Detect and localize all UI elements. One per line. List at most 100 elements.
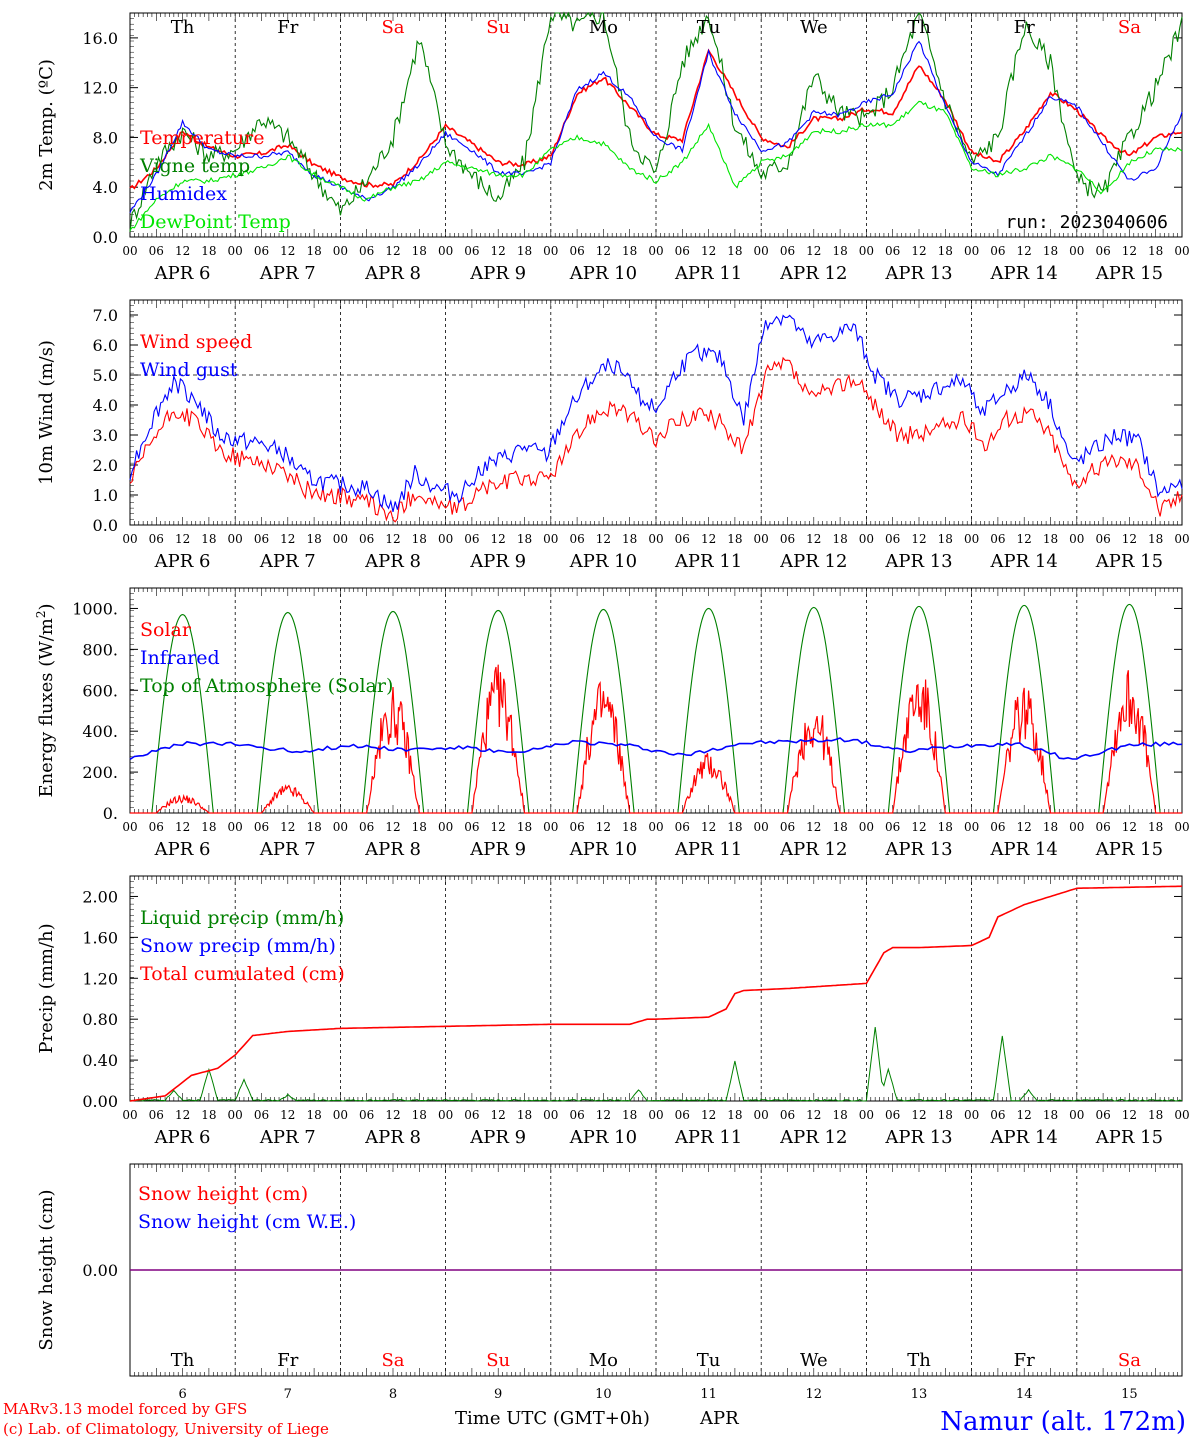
precip-hour-label: 06 bbox=[359, 1108, 374, 1122]
energy-hour-label: 12 bbox=[1122, 820, 1137, 834]
energy-hour-label: 00 bbox=[228, 820, 243, 834]
temperature-hour-label: 06 bbox=[885, 244, 900, 258]
temperature-weekday-label: Fr bbox=[1014, 17, 1035, 38]
wind-hour-label: 18 bbox=[1043, 532, 1058, 546]
temperature-date-label: APR 13 bbox=[884, 263, 952, 284]
wind-hour-label: 12 bbox=[175, 532, 190, 546]
temperature-panel: 0.0 4.0 8.0 12.0 16.0 2m Temp. (ºC) Th Fr Sa Su Mo… bbox=[36, 11, 1190, 284]
precip-hour-label: 00 bbox=[1174, 1108, 1189, 1122]
temperature-weekday-label: Sa bbox=[381, 17, 404, 38]
temperature-hour-label: 12 bbox=[911, 244, 926, 258]
precip-date-label: APR 14 bbox=[990, 1127, 1058, 1148]
energy-hour-label: 12 bbox=[1017, 820, 1032, 834]
wind-hour-label: 00 bbox=[859, 532, 874, 546]
temperature-frame bbox=[129, 12, 1183, 238]
precip-hour-label: 18 bbox=[1043, 1108, 1058, 1122]
energy-y-tick-label: 800. bbox=[82, 640, 118, 659]
energy-hour-label: 06 bbox=[359, 820, 374, 834]
energy-date-label: APR 14 bbox=[990, 839, 1058, 860]
temperature-hour-label: 18 bbox=[201, 244, 216, 258]
precip-date-label: APR 10 bbox=[569, 1127, 637, 1148]
wind-date-label: APR 9 bbox=[469, 551, 526, 572]
temperature-hour-label: 18 bbox=[1148, 244, 1163, 258]
temperature-hour-label: 18 bbox=[517, 244, 532, 258]
temperature-hour-label: 18 bbox=[306, 244, 321, 258]
wind-date-label: APR 14 bbox=[990, 551, 1058, 572]
snow-legend-entry: Snow height (cm) bbox=[138, 1183, 308, 1205]
wind-hour-label: 06 bbox=[885, 532, 900, 546]
energy-hour-label: 12 bbox=[701, 820, 716, 834]
wind-y-tick-label: 7.0 bbox=[93, 306, 118, 325]
temperature-hour-label: 06 bbox=[149, 244, 164, 258]
temperature-hour-label: 00 bbox=[543, 244, 558, 258]
energy-y-tick-label: 0. bbox=[103, 804, 118, 823]
energy-hour-label: 12 bbox=[491, 820, 506, 834]
wind-hour-label: 00 bbox=[1174, 532, 1189, 546]
snow-day-number: 12 bbox=[806, 1387, 823, 1402]
wind-hour-label: 06 bbox=[254, 532, 269, 546]
temperature-date-label: APR 7 bbox=[259, 263, 316, 284]
energy-date-label: APR 6 bbox=[154, 839, 211, 860]
precip-legend-entry: Liquid precip (mm/h) bbox=[140, 907, 344, 929]
precip-legend-entry: Total cumulated (cm) bbox=[140, 963, 345, 985]
snow-weekday-label: We bbox=[800, 1350, 828, 1371]
temperature-hour-label: 12 bbox=[385, 244, 400, 258]
precip-hour-label: 12 bbox=[280, 1108, 295, 1122]
precip-hour-label: 00 bbox=[754, 1108, 769, 1122]
energy-hour-label: 06 bbox=[464, 820, 479, 834]
energy-y-tick-label: 200. bbox=[82, 763, 118, 782]
snow-day-number: 9 bbox=[494, 1387, 502, 1402]
snow-day-number: 15 bbox=[1121, 1387, 1138, 1402]
wind-hour-label: 00 bbox=[754, 532, 769, 546]
precip-hour-label: 12 bbox=[701, 1108, 716, 1122]
temperature-weekday-label: Th bbox=[907, 17, 931, 38]
precip-date-label: APR 9 bbox=[469, 1127, 526, 1148]
precip-hour-label: 06 bbox=[569, 1108, 584, 1122]
wind-legend-entry: Wind speed bbox=[140, 331, 252, 353]
wind-y-tick-label: 0.0 bbox=[93, 516, 118, 535]
temperature-legend-entry: Vigne temp bbox=[139, 155, 250, 177]
energy-hour-label: 00 bbox=[754, 820, 769, 834]
snow-day-number: 8 bbox=[389, 1387, 397, 1402]
precip-panel: 0.00 0.40 0.80 1.20 1.60 2.00 Precip (mm/h) Liq… bbox=[36, 875, 1190, 1148]
wind-hour-label: 12 bbox=[1017, 532, 1032, 546]
precip-date-label: APR 11 bbox=[674, 1127, 742, 1148]
precip-hour-label: 18 bbox=[622, 1108, 637, 1122]
precip-hour-label: 18 bbox=[727, 1108, 742, 1122]
temperature-hour-label: 18 bbox=[412, 244, 427, 258]
energy-legend-entry: Infrared bbox=[140, 647, 220, 669]
precip-date-label: APR 15 bbox=[1095, 1127, 1163, 1148]
snow-day-number: 13 bbox=[911, 1387, 928, 1402]
precip-hour-label: 06 bbox=[675, 1108, 690, 1122]
wind-hour-label: 06 bbox=[990, 532, 1005, 546]
wind-hour-label: 12 bbox=[280, 532, 295, 546]
energy-hour-label: 06 bbox=[990, 820, 1005, 834]
wind-hour-label: 06 bbox=[1095, 532, 1110, 546]
precip-hour-label: 00 bbox=[438, 1108, 453, 1122]
energy-hour-label: 18 bbox=[938, 820, 953, 834]
precip-y-tick-label: 0.80 bbox=[82, 1010, 118, 1029]
wind-date-label: APR 6 bbox=[154, 551, 211, 572]
precip-hour-label: 00 bbox=[1069, 1108, 1084, 1122]
precip-hour-label: 00 bbox=[122, 1108, 137, 1122]
precip-hour-label: 12 bbox=[806, 1108, 821, 1122]
snow-weekday-label: Tu bbox=[697, 1350, 721, 1371]
snow-day-number: 7 bbox=[284, 1387, 292, 1402]
temperature-hour-label: 06 bbox=[359, 244, 374, 258]
precip-hour-label: 00 bbox=[543, 1108, 558, 1122]
wind-series-line bbox=[129, 314, 1183, 513]
precip-hour-label: 00 bbox=[859, 1108, 874, 1122]
wind-y-tick-label: 1.0 bbox=[93, 486, 118, 505]
temperature-legend-entry: Temperature bbox=[140, 127, 264, 149]
wind-hour-label: 12 bbox=[491, 532, 506, 546]
wind-hour-label: 18 bbox=[832, 532, 847, 546]
temperature-hour-label: 00 bbox=[1174, 244, 1189, 258]
wind-hour-label: 18 bbox=[201, 532, 216, 546]
precip-hour-label: 18 bbox=[412, 1108, 427, 1122]
precip-date-label: APR 12 bbox=[779, 1127, 847, 1148]
temperature-hour-label: 00 bbox=[122, 244, 137, 258]
temperature-y-axis-label: 2m Temp. (ºC) bbox=[36, 59, 57, 191]
temperature-date-label: APR 6 bbox=[154, 263, 211, 284]
precip-hour-label: 18 bbox=[832, 1108, 847, 1122]
temperature-y-tick-label: 4.0 bbox=[93, 178, 118, 197]
